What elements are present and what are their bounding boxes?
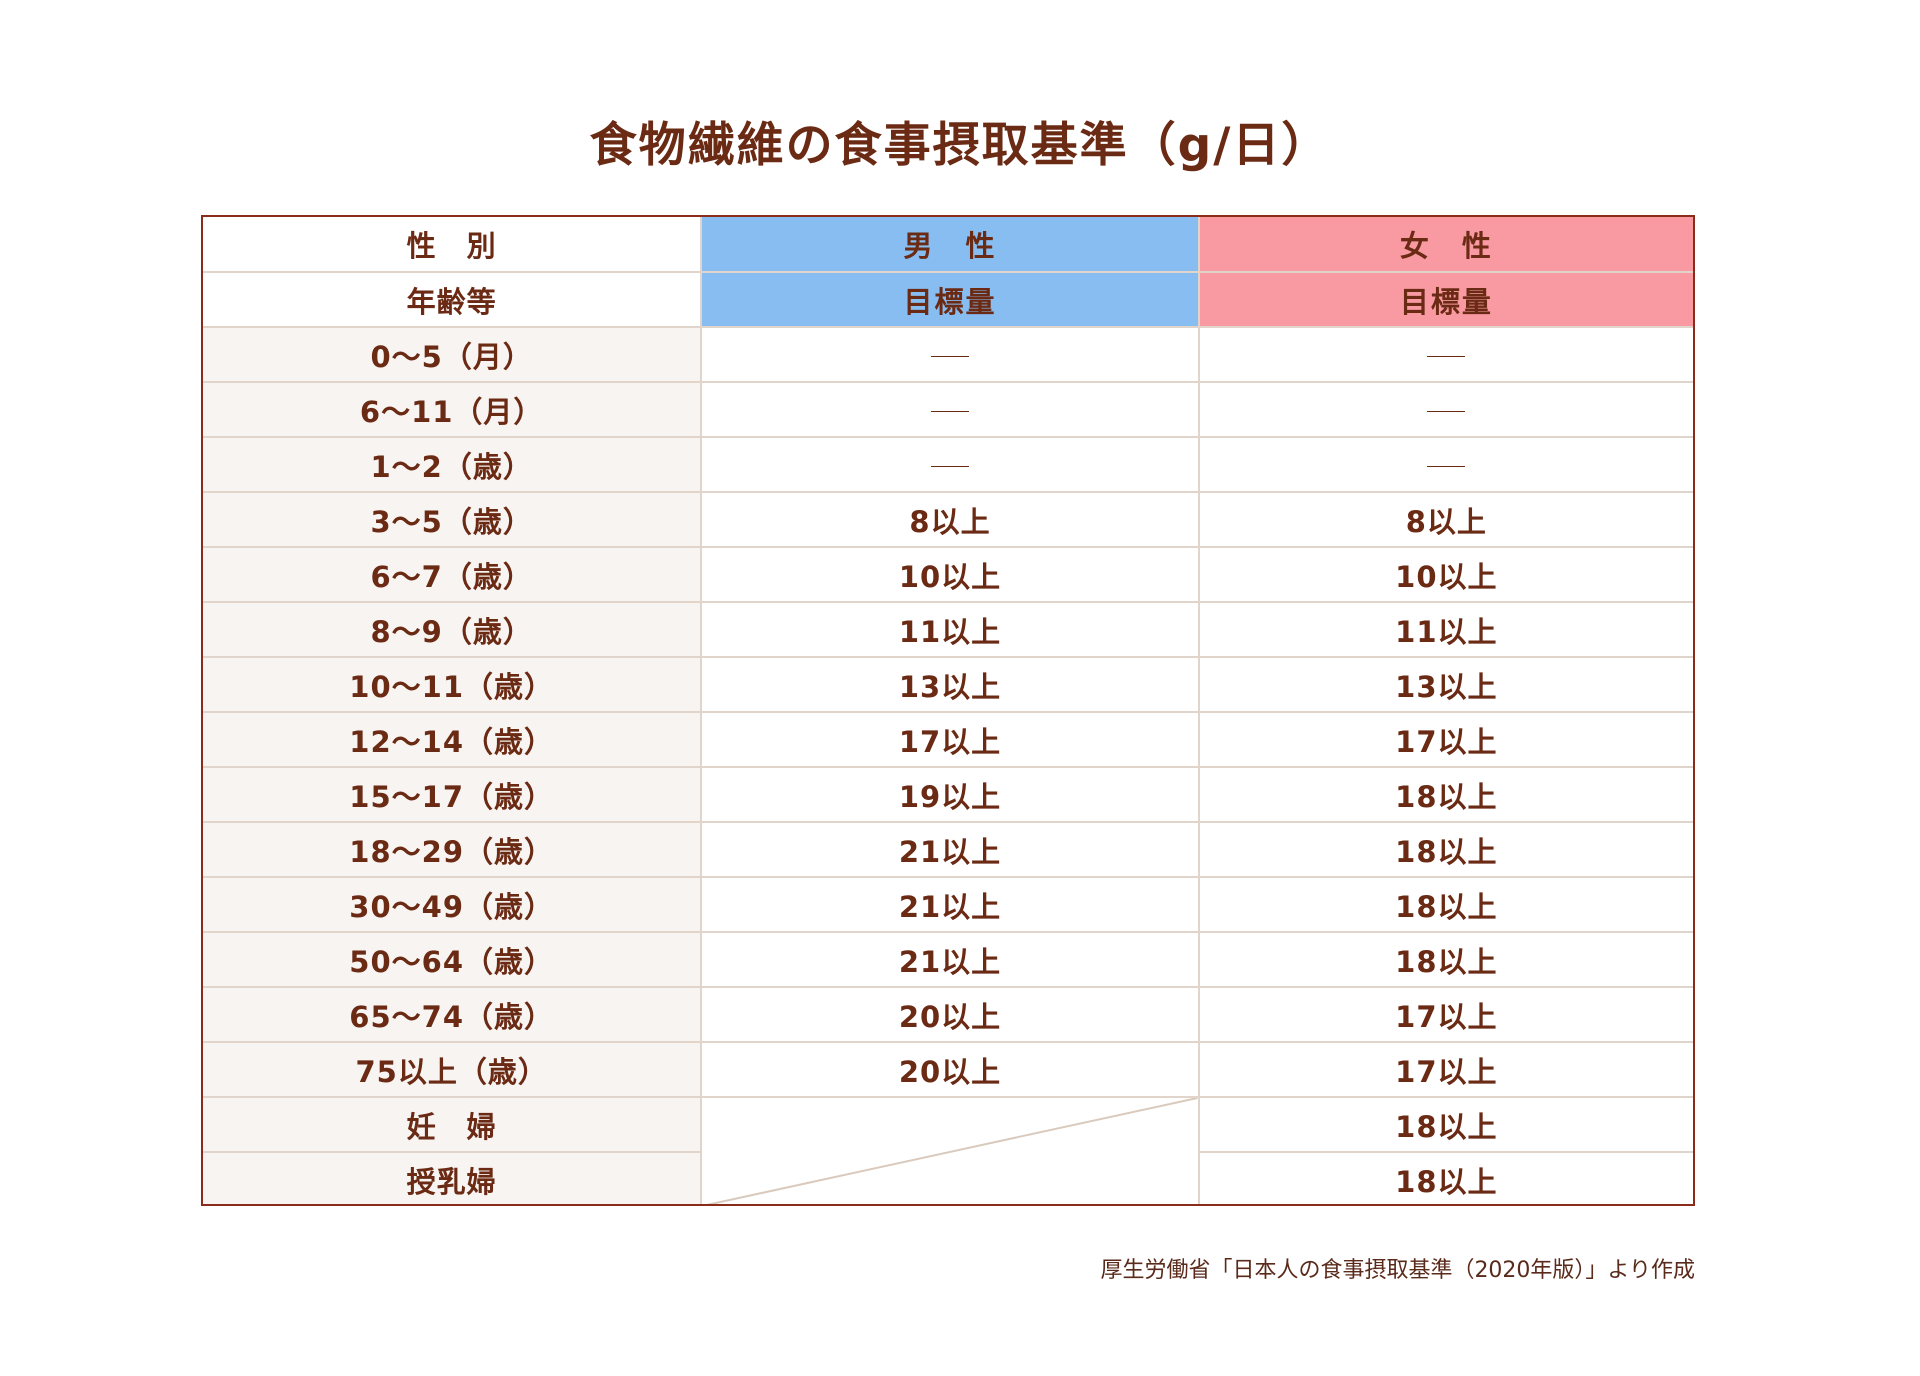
male-value-cell: 11以上 (700, 601, 1200, 658)
age-group-cell: 妊 婦 (203, 1096, 703, 1153)
no-value-dash (1427, 356, 1466, 357)
table-row: 10～11（歳） 13以上 13以上 (203, 656, 1693, 713)
female-target-header: 目標量 (1197, 271, 1693, 328)
table-row: 妊 婦 18以上 (203, 1096, 1693, 1204)
diagonal-slash (702, 1098, 1197, 1206)
male-value-cell: 10以上 (700, 546, 1200, 603)
intake-grid: 性 別 男 性 女 性 年齢等 目標量 目標量 0～5（月） 6～11（月） 1～2… (203, 217, 1693, 1204)
female-value-cell (1197, 436, 1693, 493)
female-value-cell (1197, 381, 1693, 438)
age-group-cell: 6～11（月） (203, 381, 703, 438)
age-group-cell: 8～9（歳） (203, 601, 703, 658)
female-value-cell: 17以上 (1197, 711, 1693, 768)
female-value-cell: 17以上 (1197, 986, 1693, 1043)
male-value-cell (700, 381, 1200, 438)
no-value-dash (930, 466, 969, 467)
female-value-cell: 18以上 (1197, 821, 1693, 878)
age-group-cell: 12～14（歳） (203, 711, 703, 768)
table-row: 18～29（歳） 21以上 18以上 (203, 821, 1693, 878)
sex-label: 性 別 (203, 217, 703, 273)
male-value-cell: 8以上 (700, 491, 1200, 548)
male-value-cell: 20以上 (700, 1041, 1200, 1098)
header-row-age: 年齢等 目標量 目標量 (203, 271, 1693, 328)
female-value-cell: 18以上 (1197, 766, 1693, 823)
male-value-cell: 19以上 (700, 766, 1200, 823)
intake-table: 性 別 男 性 女 性 年齢等 目標量 目標量 0～5（月） 6～11（月） 1～2… (201, 215, 1695, 1206)
male-value-cell: 13以上 (700, 656, 1200, 713)
female-value-cell: 11以上 (1197, 601, 1693, 658)
age-group-cell: 65～74（歳） (203, 986, 703, 1043)
male-target-header: 目標量 (700, 271, 1200, 328)
table-row: 3～5（歳） 8以上 8以上 (203, 491, 1693, 548)
female-value-cell (1197, 326, 1693, 383)
male-value-cell: 21以上 (700, 931, 1200, 988)
age-group-cell: 30～49（歳） (203, 876, 703, 933)
age-group-cell: 10～11（歳） (203, 656, 703, 713)
female-value-cell: 18以上 (1197, 1096, 1693, 1153)
table-row: 6～7（歳） 10以上 10以上 (203, 546, 1693, 603)
table-row: 15～17（歳） 19以上 18以上 (203, 766, 1693, 823)
age-group-cell: 15～17（歳） (203, 766, 703, 823)
age-group-cell: 0～5（月） (203, 326, 703, 383)
source-note: 厚生労働省「日本人の食事摂取基準（2020年版）」より作成 (1100, 1258, 1695, 1283)
age-group-cell: 75以上（歳） (203, 1041, 703, 1098)
table-row: 8～9（歳） 11以上 11以上 (203, 601, 1693, 658)
no-value-dash (1427, 411, 1466, 412)
male-value-cell (700, 326, 1200, 383)
male-value-cell: 17以上 (700, 711, 1200, 768)
table-row: 6～11（月） (203, 381, 1693, 438)
male-value-cell (700, 436, 1200, 493)
age-group-cell: 18～29（歳） (203, 821, 703, 878)
table-row: 30～49（歳） 21以上 18以上 (203, 876, 1693, 933)
age-group-cell: 50～64（歳） (203, 931, 703, 988)
table-row: 75以上（歳） 20以上 17以上 (203, 1041, 1693, 1098)
male-header: 男 性 (700, 217, 1200, 273)
female-value-cell: 18以上 (1197, 876, 1693, 933)
table-row: 授乳婦 18以上 (203, 1151, 1693, 1204)
female-value-cell: 8以上 (1197, 491, 1693, 548)
not-applicable-cell (700, 1096, 1200, 1206)
table-row: 1～2（歳） (203, 436, 1693, 493)
male-value-cell: 21以上 (700, 876, 1200, 933)
male-value-cell: 21以上 (700, 821, 1200, 878)
table-row: 65～74（歳） 20以上 17以上 (203, 986, 1693, 1043)
header-row-sex: 性 別 男 性 女 性 (203, 217, 1693, 273)
age-group-cell: 6～7（歳） (203, 546, 703, 603)
female-header: 女 性 (1197, 217, 1693, 273)
female-value-cell: 13以上 (1197, 656, 1693, 713)
table-row: 0～5（月） (203, 326, 1693, 383)
age-group-cell: 1～2（歳） (203, 436, 703, 493)
table-row: 50～64（歳） 21以上 18以上 (203, 931, 1693, 988)
female-value-cell: 18以上 (1197, 931, 1693, 988)
no-value-dash (930, 356, 969, 357)
female-value-cell: 18以上 (1197, 1151, 1693, 1204)
female-value-cell: 10以上 (1197, 546, 1693, 603)
age-group-cell: 授乳婦 (203, 1151, 703, 1204)
male-value-cell: 20以上 (700, 986, 1200, 1043)
age-group-cell: 3～5（歳） (203, 491, 703, 548)
female-value-cell: 17以上 (1197, 1041, 1693, 1098)
no-value-dash (1427, 466, 1466, 467)
no-value-dash (930, 411, 969, 412)
page-title: 食物繊維の食事摂取基準（g/日） (589, 118, 1331, 173)
table-row: 12～14（歳） 17以上 17以上 (203, 711, 1693, 768)
age-label: 年齢等 (203, 271, 703, 328)
